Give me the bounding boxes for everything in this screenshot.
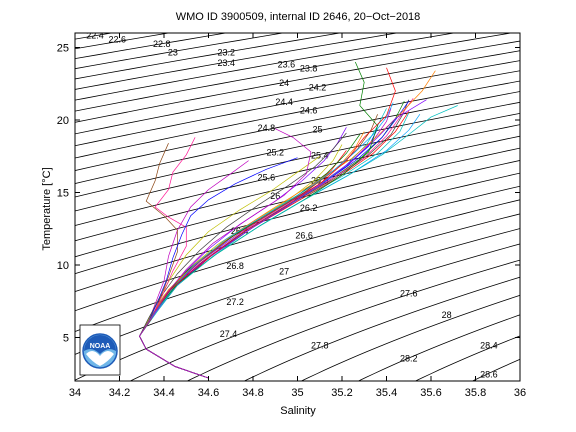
- profile-line: [139, 128, 312, 379]
- isopycnal-line: [75, 33, 457, 101]
- contour-label: 27.2: [226, 297, 244, 307]
- isopycnal-line: [75, 80, 520, 171]
- y-axis-ticks: 5 10 15 20 25: [57, 43, 520, 345]
- contour-label: 22.6: [109, 35, 127, 45]
- x-axis-label: Salinity: [280, 405, 316, 417]
- contour-label: 26.8: [226, 261, 244, 271]
- isopycnal-line: [75, 33, 172, 50]
- isopycnal-line: [75, 160, 520, 275]
- isopycnal-line: [129, 243, 520, 381]
- isopycnal-line: [300, 294, 520, 381]
- contour-label: 24.2: [309, 82, 327, 92]
- isopycnal-line: [488, 338, 576, 403]
- x-tick-label: 35.6: [420, 387, 441, 399]
- isopycnal-line: [75, 70, 520, 159]
- contour-label: 25: [313, 125, 323, 135]
- isopycnal-line: [75, 50, 520, 135]
- contour-label: 24.4: [275, 97, 293, 107]
- contour-label: 26.2: [300, 203, 318, 213]
- isopycnal-line: [75, 33, 514, 112]
- contour-label: 24: [279, 78, 289, 88]
- contour-label: 24.8: [258, 123, 276, 133]
- x-tick-label: 35.2: [331, 387, 352, 399]
- isopycnal-line: [75, 91, 520, 184]
- isopycnal-line: [75, 33, 286, 70]
- chart-title: WMO ID 3900509, internal ID 2646, 20−Oct…: [176, 11, 421, 23]
- isopycnal-line: [545, 363, 576, 403]
- contour-label: 28.4: [480, 341, 498, 351]
- y-tick-label: 10: [57, 260, 69, 272]
- isopycnal-line: [75, 112, 520, 212]
- isopycnal-line: [75, 124, 520, 226]
- x-tick-label: 36: [514, 387, 526, 399]
- contour-label: 22.8: [153, 39, 171, 49]
- contour-label: 22.4: [86, 30, 104, 40]
- contour-label: 28.2: [400, 354, 418, 364]
- isopycnal-line: [414, 335, 520, 381]
- contour-label: 28: [442, 310, 452, 320]
- contour-label: 23.2: [218, 48, 236, 58]
- contour-label: 25.2: [266, 148, 284, 158]
- isopycnal-line: [75, 135, 520, 242]
- isopycnal-line: [471, 358, 520, 381]
- x-tick-label: 35: [291, 387, 303, 399]
- isopycnal-line: [75, 101, 520, 198]
- contour-label: 26: [270, 191, 280, 201]
- contour-label: 27.6: [400, 288, 418, 298]
- plot-area: [74, 32, 521, 382]
- contour-label: 26.6: [295, 230, 313, 240]
- isopycnal-line: [75, 172, 520, 293]
- isopycnal-line: [75, 33, 400, 90]
- contour-label: 24.6: [300, 106, 318, 116]
- isopycnal-line: [0, 11, 17, 18]
- isopycnal-line: [75, 33, 343, 80]
- isopycnal-line: [75, 33, 229, 60]
- x-tick-label: 35.8: [465, 387, 486, 399]
- x-tick-label: 34.4: [153, 387, 174, 399]
- contour-label: 27.4: [220, 329, 238, 339]
- profile-line: [139, 70, 436, 379]
- contour-label: 23.6: [278, 59, 296, 69]
- contour-label: 23.4: [218, 58, 236, 68]
- isopycnal-line: [186, 259, 520, 381]
- x-axis-ticks: 34 34.2 34.4 34.6 34.8 35 35.2 35.4 35.6 35.8 36: [69, 33, 526, 399]
- x-tick-label: 34.8: [242, 387, 263, 399]
- profile-line: [139, 67, 396, 379]
- logo-upper: [84, 335, 116, 354]
- isopycnal-line: [75, 213, 520, 355]
- x-tick-label: 34.2: [109, 387, 130, 399]
- x-tick-label: 35.4: [376, 387, 397, 399]
- logo-text: NOAA: [90, 343, 111, 350]
- isopycnal-line: [0, 11, 74, 25]
- x-tick-label: 34.6: [198, 387, 219, 399]
- y-axis-label: Temperature [°C]: [41, 167, 53, 250]
- noaa-logo: NOAA: [79, 324, 121, 376]
- y-tick-label: 15: [57, 188, 69, 200]
- isopycnal-line: [75, 60, 520, 147]
- x-tick-label: 34: [69, 387, 81, 399]
- isopycnal-line: [357, 314, 520, 381]
- y-tick-label: 20: [57, 115, 69, 127]
- contour-label: 23: [168, 48, 178, 58]
- contour-label: 25.4: [311, 151, 329, 161]
- contour-label: 27.8: [311, 341, 329, 351]
- contour-label: 23.8: [300, 64, 318, 74]
- y-tick-label: 25: [57, 43, 69, 55]
- isopycnal-line: [75, 147, 520, 258]
- isopycnal-line: [75, 185, 520, 312]
- contour-label: 28.6: [480, 370, 498, 380]
- contour-label: 25.6: [258, 172, 276, 182]
- isopycnal-line: [75, 199, 520, 333]
- contour-label: 27: [279, 267, 289, 277]
- isopycnal-line: [75, 40, 520, 123]
- logo-gull: [86, 350, 114, 366]
- ts-profiles: [139, 61, 458, 379]
- y-tick-label: 5: [63, 333, 69, 345]
- density-contour-labels: 22.4 22.6 22.823 23.223.4 23.6 23.8 24 24.2 24.4…: [86, 30, 498, 380]
